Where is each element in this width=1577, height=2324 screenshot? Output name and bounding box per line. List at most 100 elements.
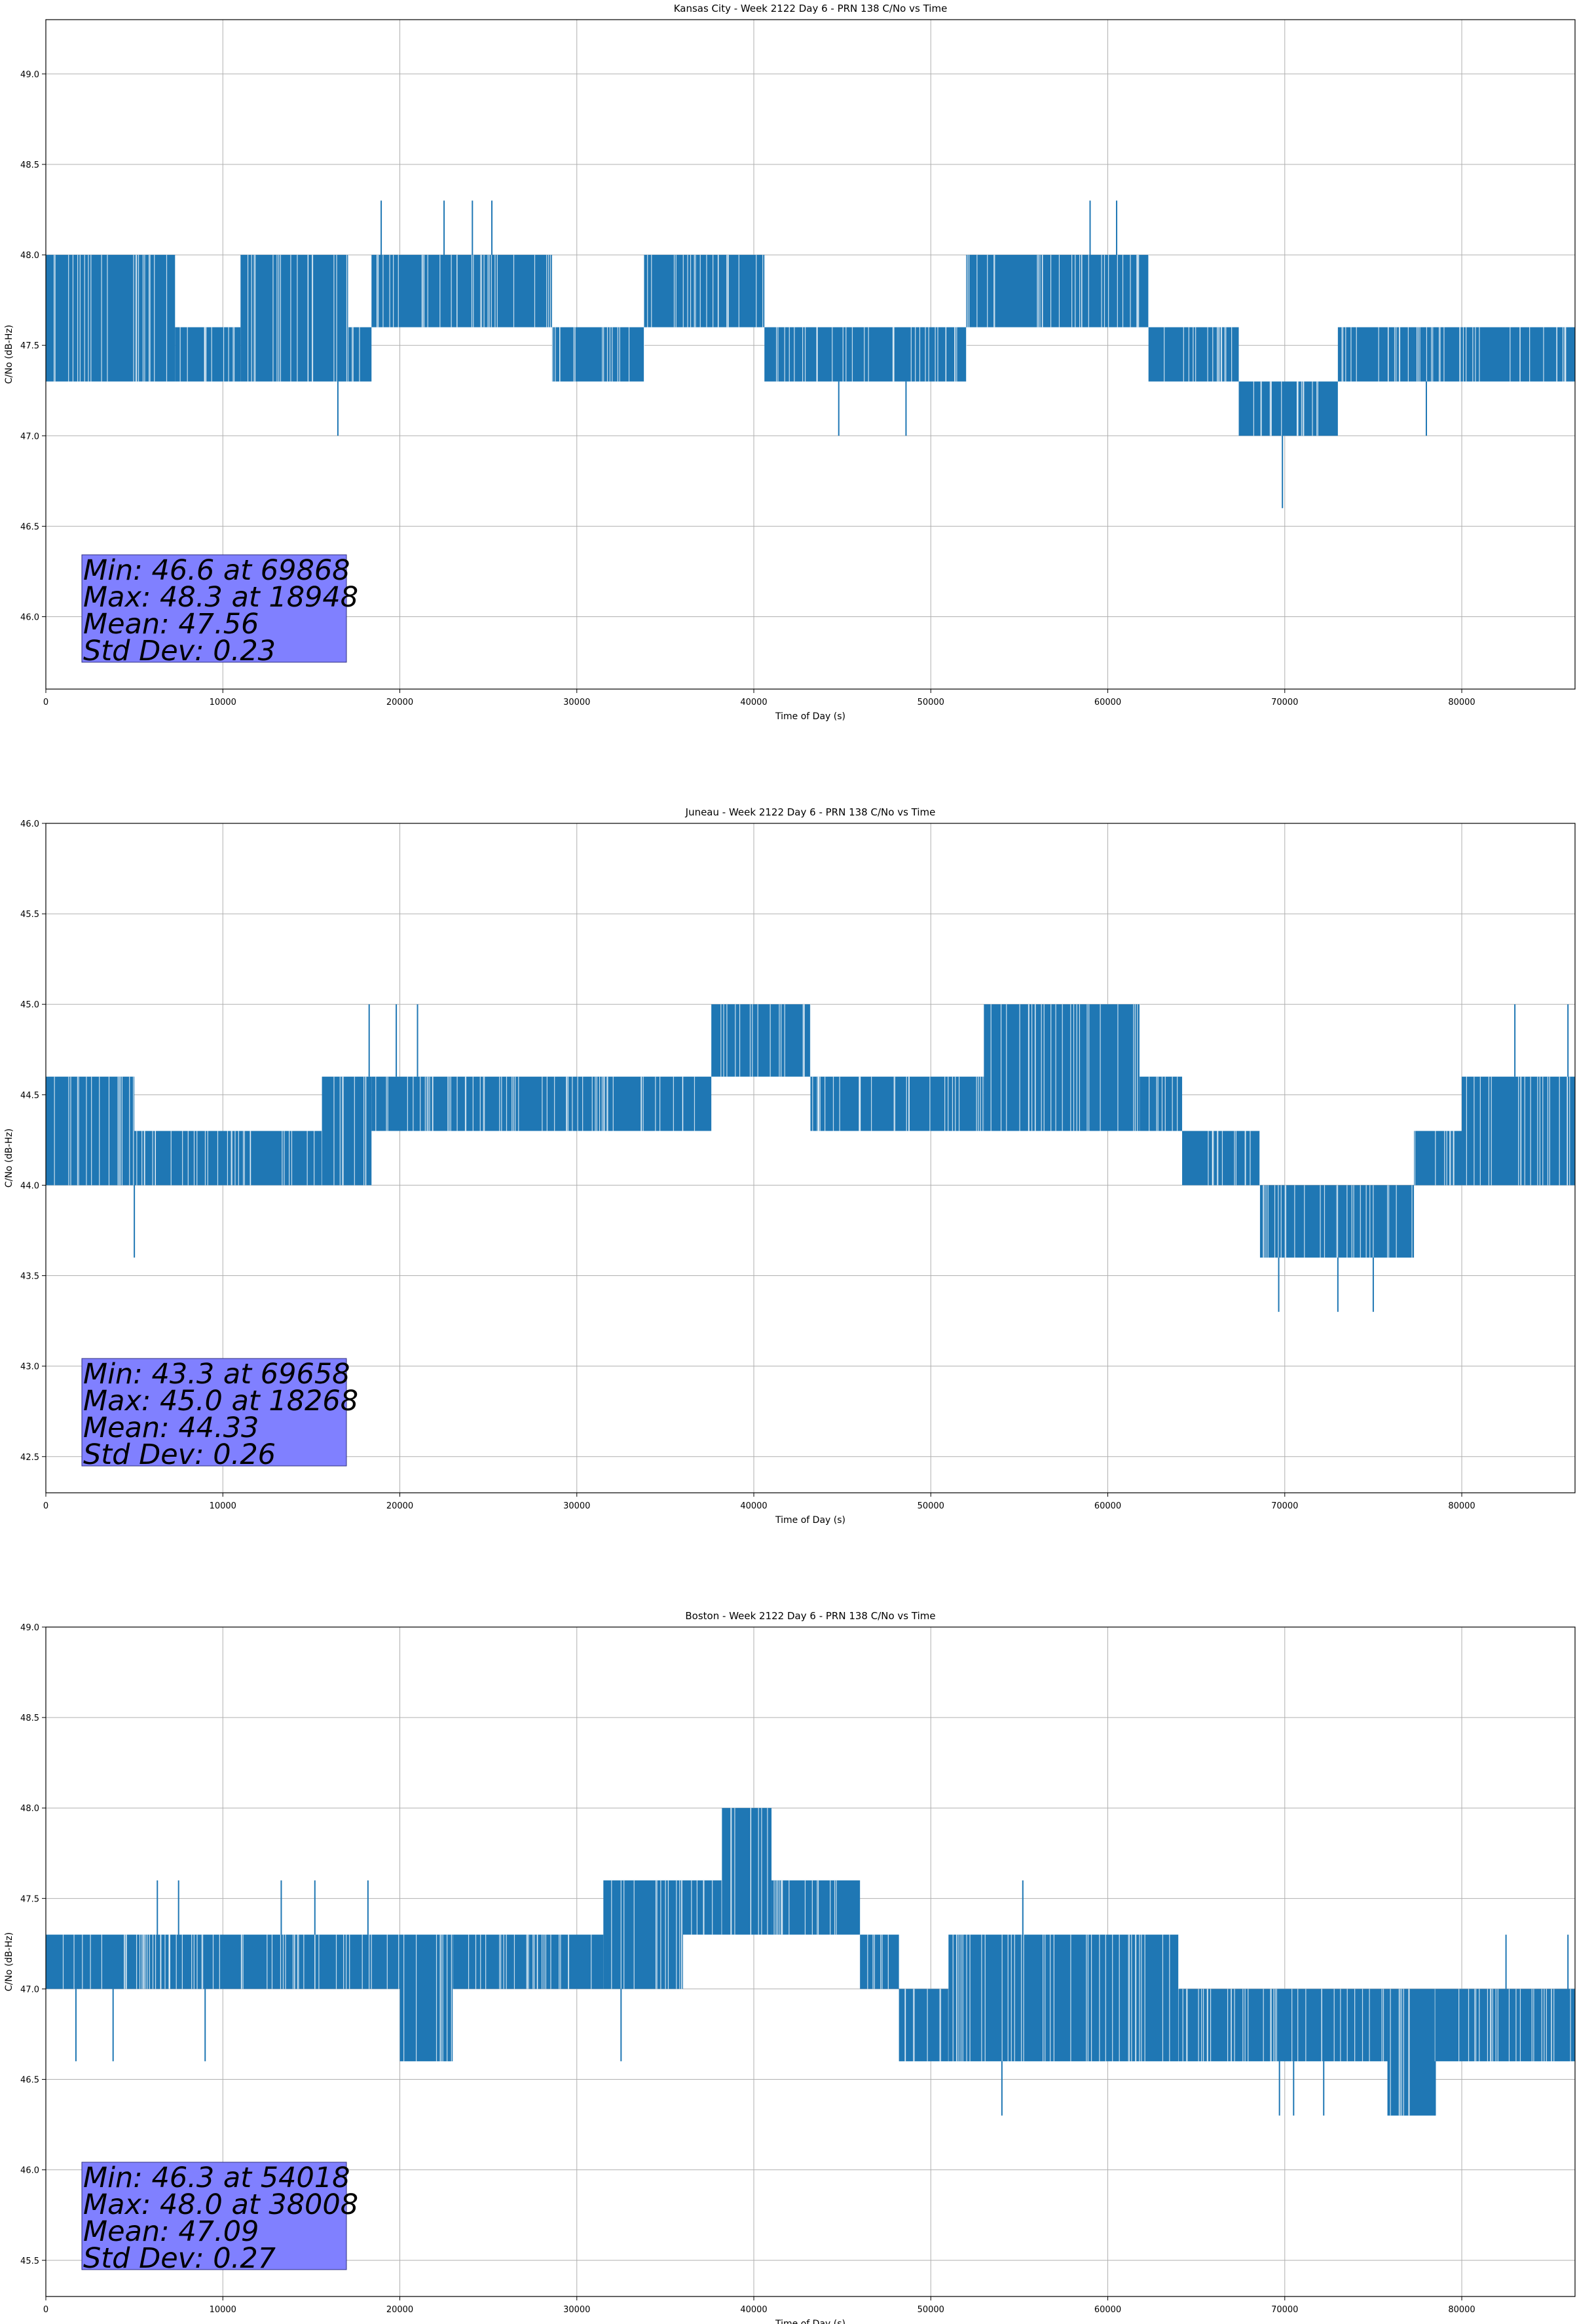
cno-band-gap bbox=[164, 1934, 166, 1989]
y-axis-label: C/No (dB-Hz) bbox=[4, 1129, 14, 1188]
cno-band-gap bbox=[1135, 1934, 1136, 2061]
cno-band-8 bbox=[1182, 1131, 1260, 1186]
cno-band-gap bbox=[166, 255, 168, 382]
cno-band-gap bbox=[181, 1934, 183, 1989]
cno-band-gap bbox=[1050, 1004, 1052, 1131]
cno-band-gap bbox=[720, 1004, 722, 1077]
cno-band-gap bbox=[152, 1131, 153, 1186]
cno-band-gap bbox=[1475, 1989, 1477, 2061]
x-tick-label: 80000 bbox=[1448, 698, 1475, 707]
cno-band-gap bbox=[723, 1004, 724, 1077]
cno-band-gap bbox=[1271, 1989, 1272, 2061]
cno-band-gap bbox=[1217, 1131, 1219, 1186]
cno-band-gap bbox=[349, 1934, 350, 1989]
cno-band-gap bbox=[1431, 327, 1432, 382]
cno-band-gap bbox=[770, 1004, 771, 1077]
cno-band-gap bbox=[179, 327, 181, 382]
cno-band-gap bbox=[144, 1131, 145, 1186]
cno-band-gap bbox=[1263, 1185, 1265, 1258]
cno-band-gap bbox=[1028, 1004, 1030, 1131]
cno-band-gap bbox=[280, 255, 282, 382]
cno-band-gap bbox=[136, 255, 138, 382]
cno-band-gap bbox=[333, 1076, 335, 1186]
cno-band-gap bbox=[982, 1076, 984, 1131]
chart-panel-1: Juneau - Week 2122 Day 6 - PRN 138 C/No … bbox=[4, 806, 1576, 1526]
cno-band-gap bbox=[546, 255, 547, 328]
cno-band-gap bbox=[451, 1934, 452, 2061]
cno-band-6 bbox=[771, 1880, 861, 1935]
cno-band-gap bbox=[817, 1076, 819, 1131]
cno-band-gap bbox=[927, 1989, 928, 2061]
cno-band-gap bbox=[1079, 1004, 1081, 1131]
cno-band-gap bbox=[342, 1076, 343, 1186]
cno-band-gap bbox=[758, 1808, 759, 1935]
cno-band-1 bbox=[399, 1934, 453, 2061]
cno-band-gap bbox=[868, 327, 869, 382]
cno-band-gap bbox=[1011, 1934, 1012, 2061]
cno-band-gap bbox=[1408, 1989, 1409, 2116]
cno-band-gap bbox=[382, 255, 384, 328]
cno-band-gap bbox=[612, 1076, 614, 1131]
cno-band-gap bbox=[552, 327, 553, 382]
cno-band-gap bbox=[659, 1076, 661, 1131]
cno-band-gap bbox=[842, 327, 844, 382]
cno-band-gap bbox=[464, 1076, 466, 1131]
y-tick-label: 48.5 bbox=[20, 160, 39, 170]
cno-band-gap bbox=[407, 1076, 408, 1131]
cno-band-gap bbox=[297, 1934, 299, 1989]
cno-band-gap bbox=[415, 1934, 417, 2061]
cno-band-gap bbox=[620, 1880, 622, 1989]
cno-band-gap bbox=[500, 1934, 502, 1989]
cno-band-gap bbox=[647, 255, 648, 328]
stats-box bbox=[81, 554, 347, 663]
cno-band-gap bbox=[1301, 381, 1303, 436]
cno-band-gap bbox=[378, 255, 379, 328]
cno-band-gap bbox=[144, 255, 145, 382]
cno-band-gap bbox=[651, 255, 652, 328]
cno-band-gap bbox=[479, 1076, 481, 1131]
cno-band-gap bbox=[1037, 255, 1039, 328]
cno-band-gap bbox=[1101, 255, 1102, 328]
cno-band-gap bbox=[422, 255, 424, 328]
cno-band-gap bbox=[362, 1934, 363, 1989]
cno-band-gap bbox=[1007, 1934, 1009, 2061]
cno-band-gap bbox=[1090, 1934, 1092, 2061]
stats-line-2: Mean: 44.33 bbox=[83, 1412, 259, 1444]
cno-band-gap bbox=[728, 255, 729, 328]
cno-band-gap bbox=[447, 1076, 449, 1131]
cno-band-gap bbox=[994, 255, 995, 328]
cno-band-gap bbox=[1546, 1989, 1547, 2061]
stats-line-1: Max: 45.0 at 18268 bbox=[83, 1385, 358, 1417]
cno-band-gap bbox=[1398, 1989, 1400, 2116]
cno-band-gap bbox=[1195, 327, 1197, 382]
cno-band-gap bbox=[832, 1076, 834, 1131]
cno-band-gap bbox=[1242, 1989, 1244, 2061]
cno-band-gap bbox=[294, 1934, 295, 1989]
cno-band-gap bbox=[675, 255, 677, 328]
cno-band-gap bbox=[1450, 1131, 1451, 1186]
cno-band-gap bbox=[1071, 255, 1073, 328]
cno-band-gap bbox=[169, 1934, 170, 1989]
y-tick-label: 48.5 bbox=[20, 1714, 39, 1723]
y-tick-label: 47.0 bbox=[20, 432, 39, 441]
cno-band-gap bbox=[966, 1934, 967, 2061]
cno-band-gap bbox=[1439, 327, 1441, 382]
x-tick-label: 40000 bbox=[740, 2305, 767, 2315]
cno-band-gap bbox=[70, 1076, 71, 1186]
cno-band-gap bbox=[937, 327, 938, 382]
stats-line-0: Min: 43.3 at 69658 bbox=[83, 1358, 350, 1391]
cno-band-gap bbox=[1117, 1004, 1119, 1131]
cno-band-gap bbox=[775, 1880, 777, 1935]
y-tick-label: 46.0 bbox=[20, 613, 39, 623]
y-tick-label: 45.5 bbox=[20, 910, 39, 920]
cno-band-gap bbox=[559, 327, 561, 382]
cno-band-gap bbox=[993, 255, 995, 328]
cno-band-gap bbox=[117, 1076, 119, 1186]
cno-band-gap bbox=[1201, 1989, 1202, 2061]
x-tick-label: 40000 bbox=[740, 1501, 767, 1511]
cno-band-gap bbox=[1394, 327, 1396, 382]
cno-band-gap bbox=[487, 255, 489, 328]
cno-band-gap bbox=[1221, 1131, 1223, 1186]
cno-band-gap bbox=[954, 327, 955, 382]
